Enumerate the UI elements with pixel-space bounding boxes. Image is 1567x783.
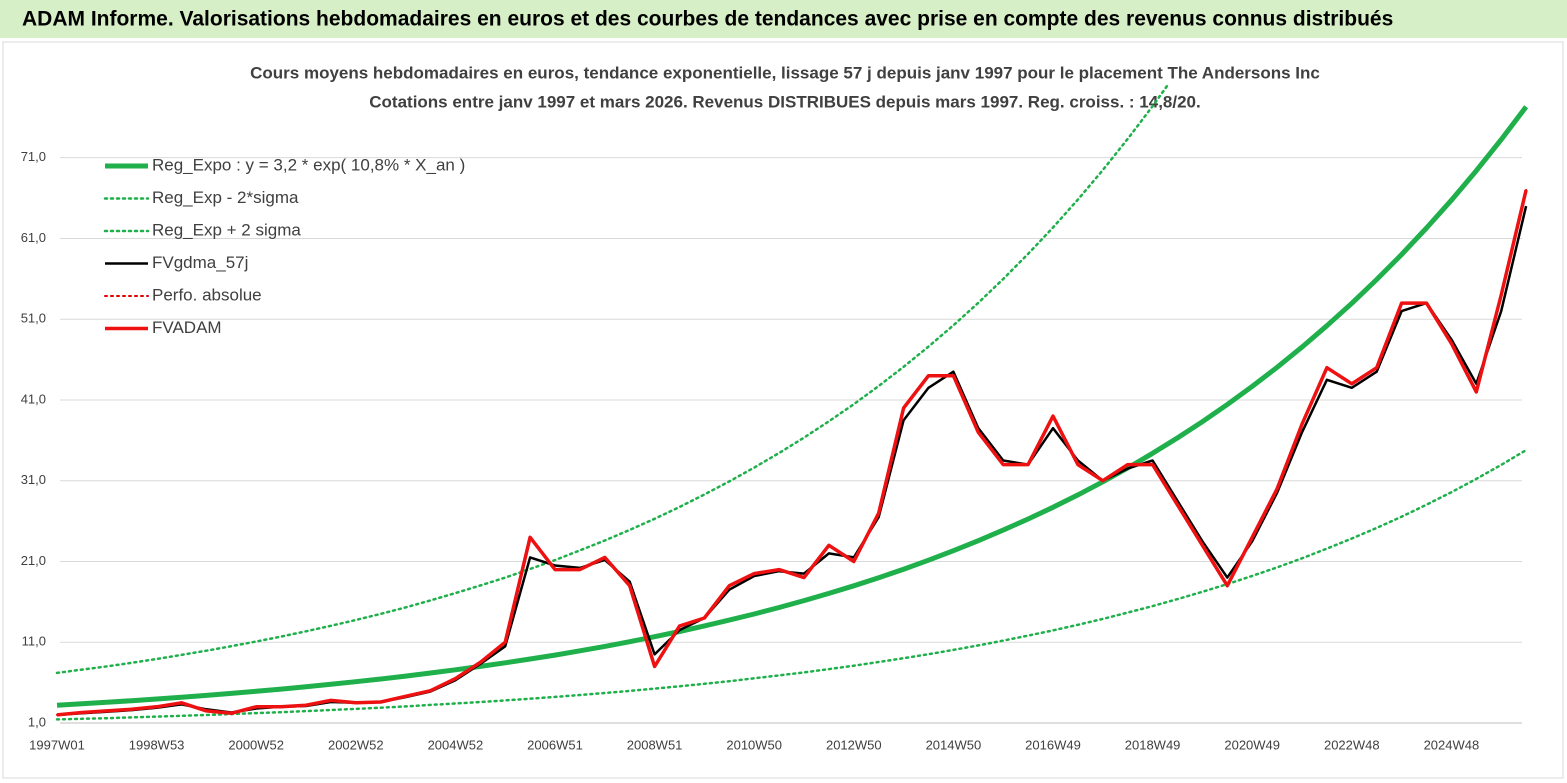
- chart-frame: [2, 41, 1564, 779]
- series-line: [56, 189, 1528, 717]
- series-line: [55, 448, 1528, 721]
- y-tick-label: 1,0: [28, 714, 46, 729]
- y-tick-label: 71,0: [21, 149, 46, 164]
- y-tick-label: 31,0: [21, 472, 46, 487]
- legend-label: Reg_Expo : y = 3,2 * exp( 10,8% * X_an ): [152, 155, 465, 174]
- y-tick-label: 41,0: [21, 391, 46, 406]
- legend: Reg_Expo : y = 3,2 * exp( 10,8% * X_an )…: [103, 155, 465, 337]
- legend-label: FVADAM: [152, 318, 222, 337]
- x-tick-label: 2002W52: [328, 737, 384, 752]
- x-tick-label: 1997W01: [29, 737, 85, 752]
- subtitle: Cotations entre janv 1997 et mars 2026. …: [369, 92, 1200, 111]
- x-tick-label: 2020W49: [1224, 737, 1280, 752]
- x-tick-label: 2014W50: [926, 737, 982, 752]
- grid: [60, 157, 1522, 724]
- legend-label: FVgdma_57j: [152, 253, 248, 272]
- x-tick-label: 2018W49: [1125, 737, 1181, 752]
- x-tick-label: 2016W49: [1025, 737, 1081, 752]
- x-tick-label: 2000W52: [228, 737, 284, 752]
- y-tick-label: 61,0: [21, 230, 46, 245]
- x-tick-label: 2008W51: [627, 737, 683, 752]
- x-tick-label: 2004W52: [428, 737, 484, 752]
- x-tick-label: 2006W51: [527, 737, 583, 752]
- subtitle: Cours moyens hebdomadaires en euros, ten…: [250, 63, 1320, 82]
- y-tick-label: 21,0: [21, 553, 46, 568]
- series-line: [55, 85, 1170, 675]
- x-tick-label: 2022W48: [1324, 737, 1380, 752]
- legend-label: Perfo. absolue: [152, 285, 262, 304]
- chart-title: ADAM Informe. Valorisations hebdomadaire…: [22, 8, 1393, 31]
- y-tick-label: 11,0: [22, 634, 46, 649]
- series-line: [56, 105, 1529, 708]
- legend-label: Reg_Exp - 2*sigma: [152, 188, 299, 207]
- x-tick-label: 2024W48: [1424, 737, 1480, 752]
- legend-label: Reg_Exp + 2 sigma: [152, 220, 301, 239]
- x-tick-label: 2010W50: [726, 737, 782, 752]
- x-tick-label: 1998W53: [129, 737, 185, 752]
- title-bar: [0, 0, 1567, 38]
- plot: [55, 85, 1529, 721]
- x-tick-label: 2012W50: [826, 737, 882, 752]
- y-tick-label: 51,0: [21, 311, 46, 326]
